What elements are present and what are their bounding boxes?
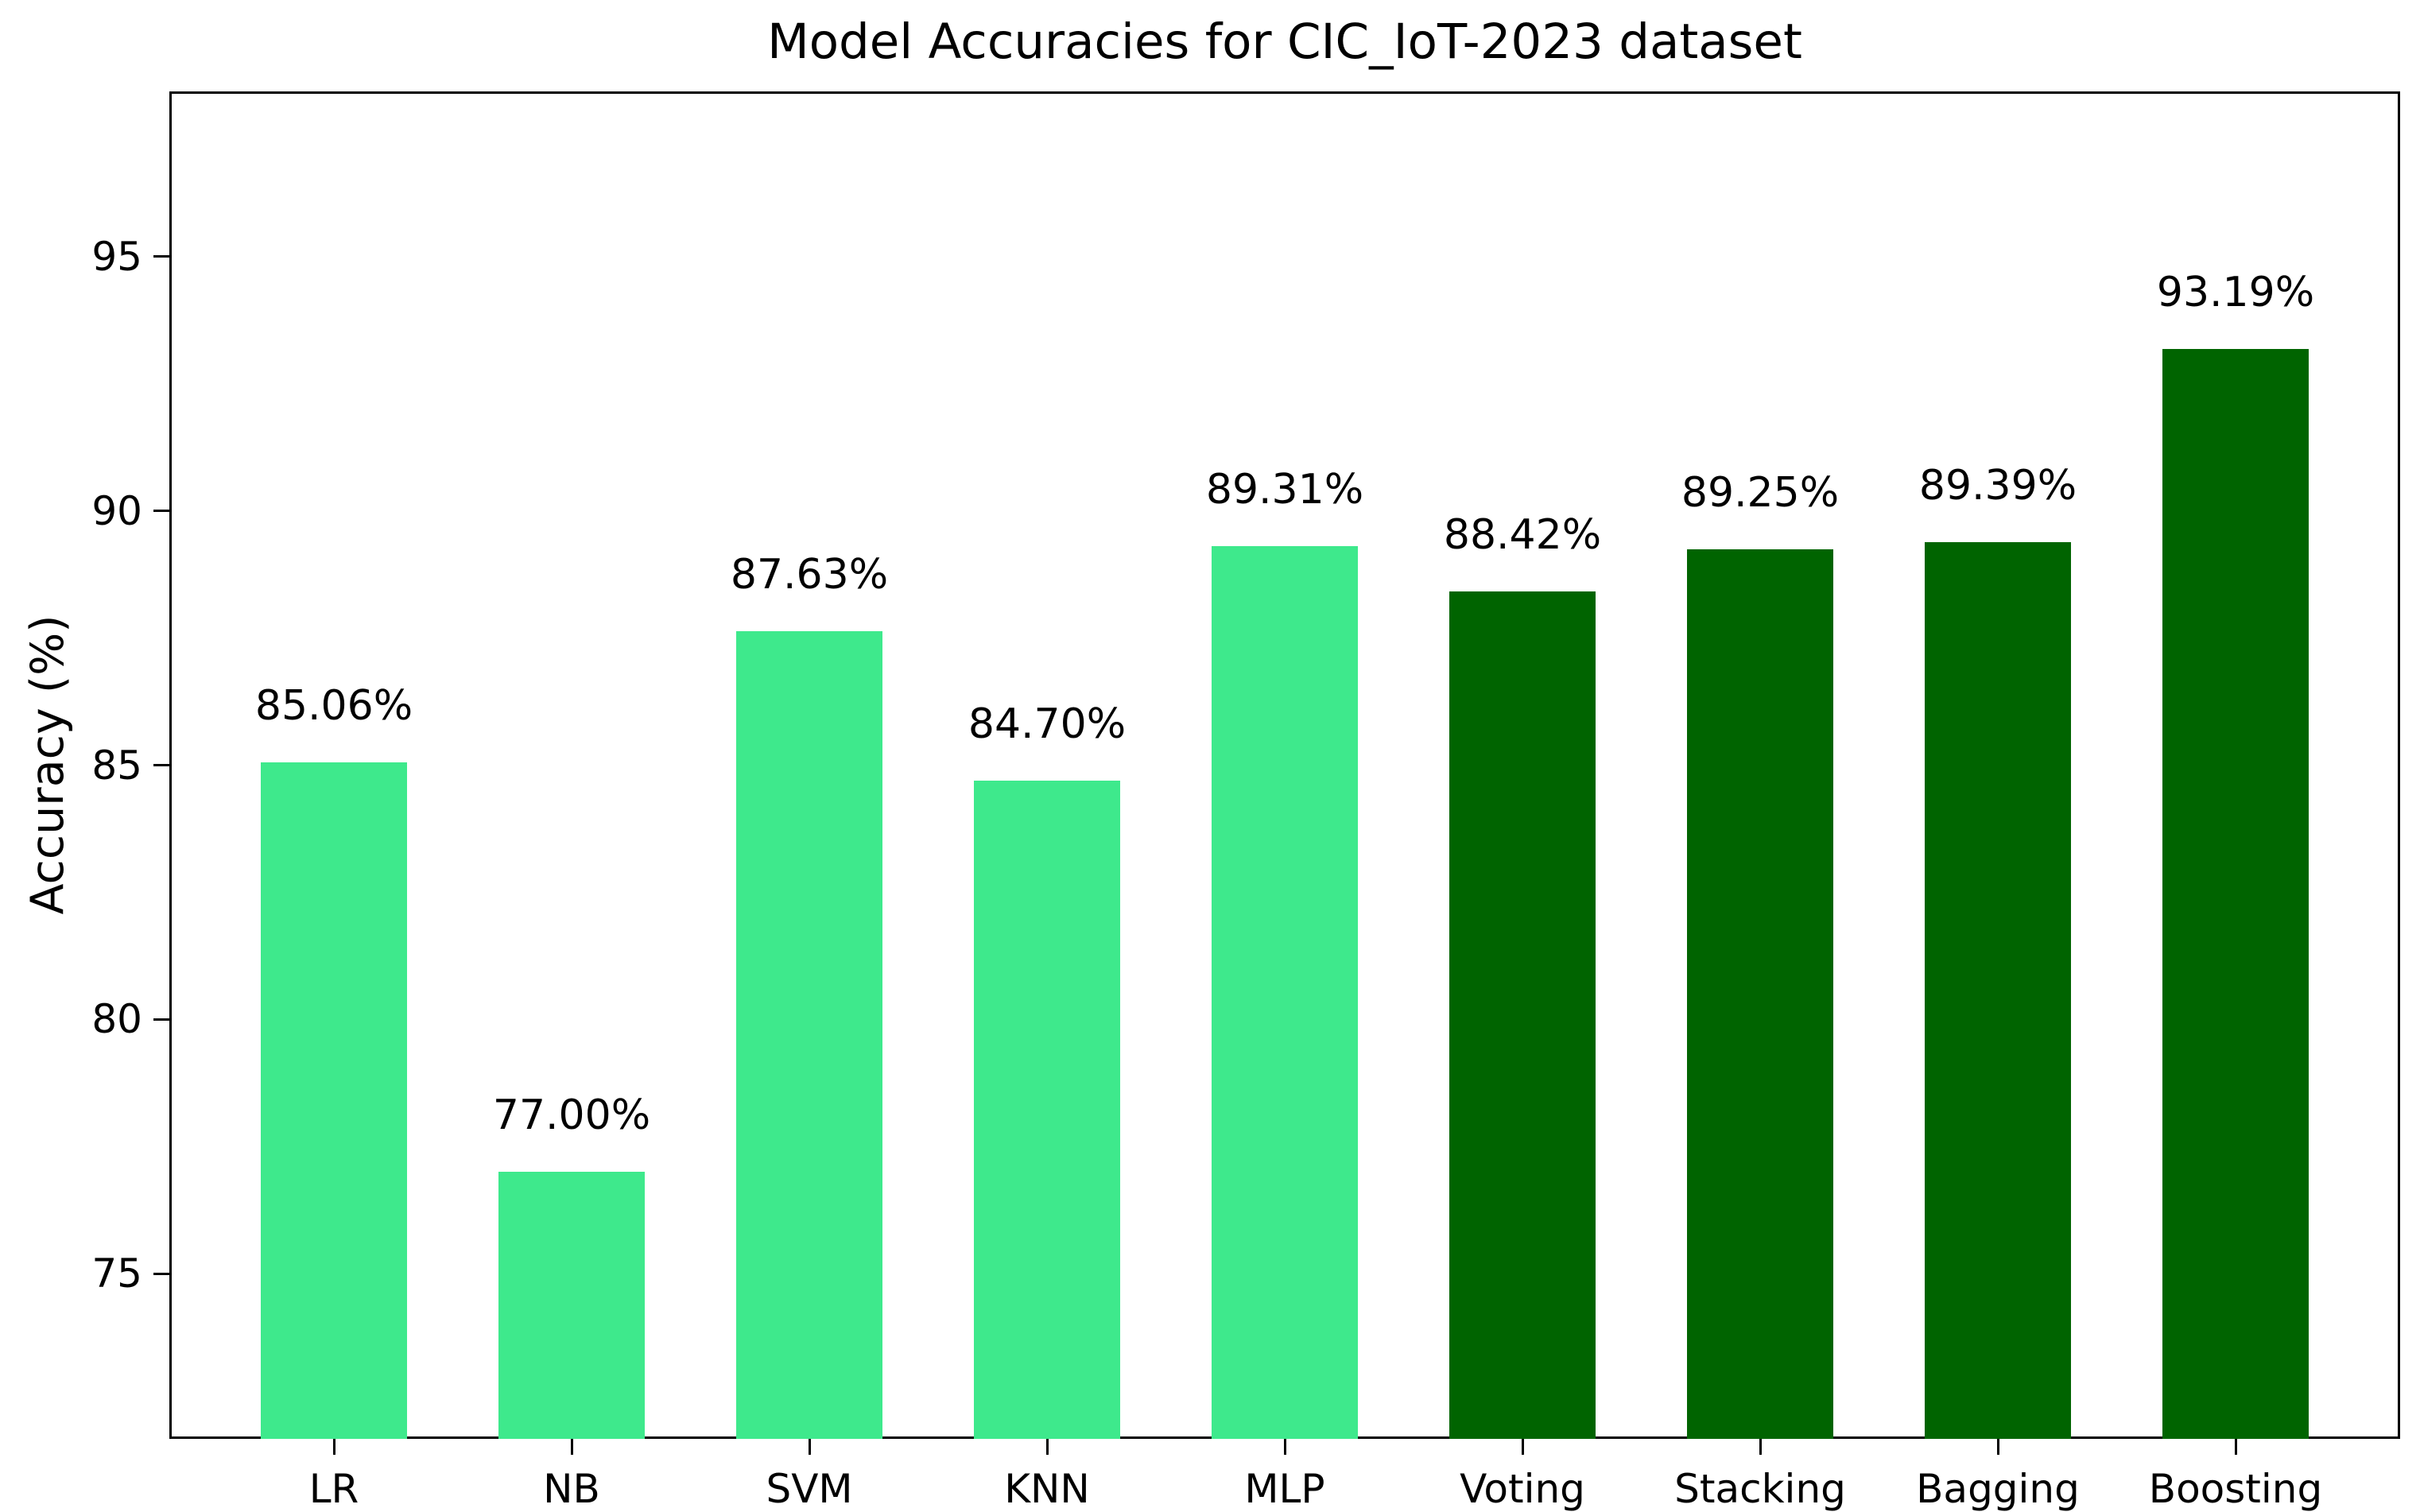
bar-value-label: 84.70% <box>968 700 1127 748</box>
bar-bagging <box>1925 541 2071 1439</box>
bar-voting <box>1449 591 1596 1439</box>
y-tick-mark <box>153 764 169 766</box>
bar-mlp <box>1212 545 1358 1439</box>
x-tick-label: Stacking <box>1674 1466 1846 1512</box>
bar-value-label: 89.31% <box>1205 465 1364 514</box>
x-tick-label: Boosting <box>2148 1466 2323 1512</box>
bar-value-label: 89.39% <box>1918 461 2077 510</box>
x-tick-label: MLP <box>1244 1466 1325 1512</box>
x-tick-mark <box>332 1439 335 1455</box>
y-tick-mark <box>153 1272 169 1275</box>
x-tick-mark <box>570 1439 573 1455</box>
x-tick-mark <box>1759 1439 1762 1455</box>
x-tick-mark <box>1283 1439 1286 1455</box>
bar-value-label: 85.06% <box>254 681 413 730</box>
bar-boosting <box>2162 348 2309 1439</box>
bar-stacking <box>1687 549 1833 1439</box>
bar-value-label: 93.19% <box>2156 268 2315 316</box>
bar-value-label: 89.25% <box>1681 468 1840 517</box>
x-tick-mark <box>2234 1439 2237 1455</box>
x-tick-label: SVM <box>766 1466 853 1512</box>
y-tick-label: 95 <box>91 233 142 280</box>
x-tick-label: Bagging <box>1916 1466 2080 1512</box>
y-tick-label: 80 <box>91 996 142 1043</box>
x-tick-label: NB <box>543 1466 600 1512</box>
y-tick-label: 85 <box>91 742 142 789</box>
bar-knn <box>974 780 1120 1439</box>
y-tick-mark <box>153 1018 169 1021</box>
x-tick-mark <box>808 1439 811 1455</box>
bar-value-label: 87.63% <box>730 551 889 599</box>
y-tick-label: 90 <box>91 487 142 534</box>
y-tick-label: 75 <box>91 1250 142 1297</box>
y-tick-mark <box>153 510 169 513</box>
x-tick-mark <box>1996 1439 1999 1455</box>
bar-svm <box>736 631 882 1439</box>
x-tick-mark <box>1045 1439 1049 1455</box>
bar-value-label: 88.42% <box>1443 510 1602 559</box>
bar-value-label: 77.00% <box>492 1091 651 1140</box>
y-tick-mark <box>153 255 169 258</box>
chart-title: Model Accuracies for CIC_IoT-2023 datase… <box>767 14 1802 70</box>
bar-lr <box>261 762 407 1439</box>
x-tick-label: Voting <box>1460 1466 1585 1512</box>
bar-nb <box>498 1172 645 1439</box>
x-tick-mark <box>1521 1439 1524 1455</box>
x-tick-label: LR <box>308 1466 359 1512</box>
x-tick-label: KNN <box>1004 1466 1090 1512</box>
